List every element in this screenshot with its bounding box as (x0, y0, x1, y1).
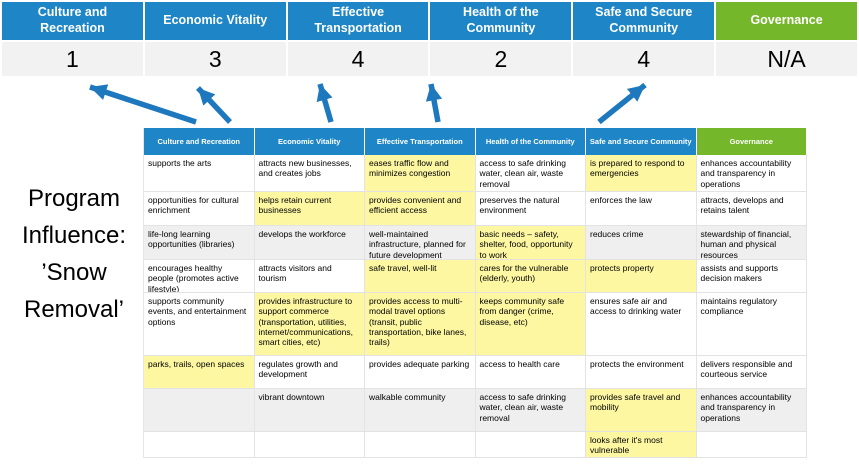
priority-header-governance: Governance (716, 2, 857, 40)
matrix-cell-r8-economic-vitality (254, 432, 365, 458)
matrix-cell-r7-economic-vitality: vibrant downtown (254, 389, 365, 432)
matrix-cell-r1-effective-transportation: eases traffic flow and minimizes congest… (365, 155, 476, 192)
matrix-cell-r5-safe-and-secure-community: ensures safe air and access to drinking … (586, 293, 697, 356)
matrix-cell-r8-governance (696, 432, 807, 458)
priority-scoreboard: Culture and Recreation Economic Vitality E… (2, 2, 857, 76)
matrix-cell-r2-safe-and-secure-community: enforces the law (586, 192, 697, 226)
matrix-cell-r8-effective-transportation (365, 432, 476, 458)
arrow-culture-and-recreation-icon (89, 84, 197, 125)
matrix-header-culture-and-recreation: Culture and Recreation (144, 128, 255, 155)
arrow-health-of-the-community-icon (425, 83, 443, 123)
matrix-cell-r6-culture-and-recreation: parks, trails, open spaces (144, 356, 255, 389)
priority-header-health-of-the-community: Health of the Community (430, 2, 572, 40)
matrix-cell-r6-governance: delivers responsible and courteous servi… (696, 356, 807, 389)
matrix-cell-r7-health-of-the-community: access to safe drinking water, clean air… (475, 389, 586, 432)
matrix-cell-r3-governance: stewardship of financial, human and phys… (696, 226, 807, 260)
matrix-cell-r1-governance: enhances accountability and transparency… (696, 155, 807, 192)
matrix-cell-r6-economic-vitality: regulates growth and development (254, 356, 365, 389)
matrix-cell-r3-culture-and-recreation: life-long learning opportunities (librar… (144, 226, 255, 260)
matrix-cell-r6-effective-transportation: provides adequate parking (365, 356, 476, 389)
matrix-cell-r7-culture-and-recreation (144, 389, 255, 432)
matrix-cell-r4-health-of-the-community: cares for the vulnerable (elderly, youth… (475, 260, 586, 293)
matrix-cell-r1-economic-vitality: attracts new businesses, and creates job… (254, 155, 365, 192)
matrix-header-economic-vitality: Economic Vitality (254, 128, 365, 155)
priority-header-safe-and-secure-community: Safe and Secure Community (573, 2, 715, 40)
priority-matrix-table: Culture and Recreation Economic Vitality E… (143, 128, 807, 458)
matrix-header-governance: Governance (696, 128, 807, 155)
priority-header-effective-transportation: Effective Transportation (287, 2, 429, 40)
matrix-cell-r1-health-of-the-community: access to safe drinking water, clean air… (475, 155, 586, 192)
matrix-cell-r1-safe-and-secure-community: is prepared to respond to emergencies (586, 155, 697, 192)
matrix-cell-r6-health-of-the-community: access to health care (475, 356, 586, 389)
matrix-cell-r5-governance: maintains regulatory compliance (696, 293, 807, 356)
matrix-cell-r7-effective-transportation: walkable community (365, 389, 476, 432)
priority-score-effective-transportation: 4 (287, 42, 429, 76)
matrix-cell-r2-economic-vitality: helps retain current businesses (254, 192, 365, 226)
matrix-cell-r5-culture-and-recreation: supports community events, and entertain… (144, 293, 255, 356)
matrix-header-effective-transportation: Effective Transportation (365, 128, 476, 155)
priority-score-economic-vitality: 3 (144, 42, 286, 76)
matrix-cell-r2-governance: attracts, develops and retains talent (696, 192, 807, 226)
arrow-safe-and-secure-community-icon (597, 82, 647, 125)
matrix-cell-r2-effective-transportation: provides convenient and efficient access (365, 192, 476, 226)
matrix-header-health-of-the-community: Health of the Community (475, 128, 586, 155)
program-title: Program Influence: ’Snow Removal’ (0, 180, 148, 328)
matrix-cell-r5-effective-transportation: provides access to multi-modal travel op… (365, 293, 476, 356)
matrix-cell-r5-economic-vitality: provides infrastructure to support comme… (254, 293, 365, 356)
connector-arrows (89, 82, 647, 125)
priority-header-culture-and-recreation: Culture and Recreation (2, 2, 143, 40)
priority-header-economic-vitality: Economic Vitality (144, 2, 286, 40)
matrix-cell-r4-economic-vitality: attracts visitors and tourism (254, 260, 365, 293)
matrix-cell-r3-effective-transportation: well-maintained infrastructure, planned … (365, 226, 476, 260)
matrix-cell-r1-culture-and-recreation: supports the arts (144, 155, 255, 192)
arrow-economic-vitality-icon (195, 86, 233, 124)
matrix-cell-r7-governance: enhances accountability and transparency… (696, 389, 807, 432)
matrix-cell-r8-safe-and-secure-community: looks after it's most vulnerable (586, 432, 697, 458)
matrix-cell-r7-safe-and-secure-community: provides safe travel and mobility (586, 389, 697, 432)
priority-score-safe-and-secure-community: 4 (573, 42, 715, 76)
matrix-cell-r4-safe-and-secure-community: protects property (586, 260, 697, 293)
program-title-line1: Program Influence: (21, 185, 127, 249)
priority-score-health-of-the-community: 2 (430, 42, 572, 76)
matrix-cell-r6-safe-and-secure-community: protects the environment (586, 356, 697, 389)
matrix-header-safe-and-secure-community: Safe and Secure Community (586, 128, 697, 155)
matrix-cell-r8-health-of-the-community (475, 432, 586, 458)
matrix-cell-r3-safe-and-secure-community: reduces crime (586, 226, 697, 260)
program-title-line2: ’Snow Removal’ (23, 259, 125, 323)
arrow-effective-transportation-icon (316, 83, 334, 123)
priority-score-governance: N/A (716, 42, 857, 76)
matrix-cell-r3-health-of-the-community: basic needs – safety, shelter, food, opp… (475, 226, 586, 260)
priority-score-culture-and-recreation: 1 (2, 42, 143, 76)
matrix-cell-r4-governance: assists and supports decision makers (696, 260, 807, 293)
matrix-cell-r3-economic-vitality: develops the workforce (254, 226, 365, 260)
matrix-cell-r8-culture-and-recreation (144, 432, 255, 458)
matrix-cell-r2-health-of-the-community: preserves the natural environment (475, 192, 586, 226)
matrix-cell-r4-effective-transportation: safe travel, well-lit (365, 260, 476, 293)
matrix-cell-r5-health-of-the-community: keeps community safe from danger (crime,… (475, 293, 586, 356)
matrix-cell-r2-culture-and-recreation: opportunities for cultural enrichment (144, 192, 255, 226)
matrix-cell-r4-culture-and-recreation: encourages healthy people (promotes acti… (144, 260, 255, 293)
